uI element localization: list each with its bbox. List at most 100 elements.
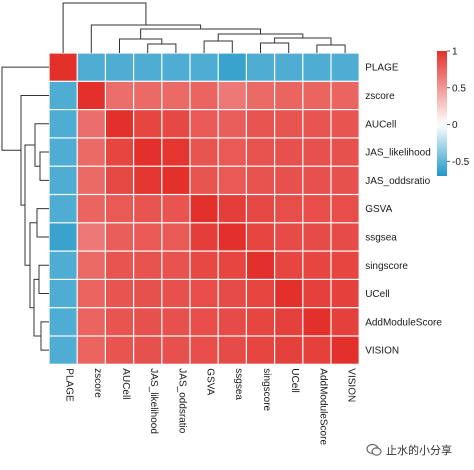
heatmap-cell (77, 251, 105, 279)
heatmap-cell (275, 251, 303, 279)
row-label: GSVA (365, 204, 392, 215)
heatmap-cell (49, 138, 77, 166)
heatmap-cell (275, 280, 303, 308)
heatmap-cell (275, 308, 303, 336)
heatmap-cell (77, 195, 105, 223)
heatmap-cells (49, 53, 359, 364)
heatmap-cell (218, 223, 246, 251)
heatmap-cell (106, 110, 133, 138)
heatmap-cell (190, 166, 218, 194)
column-label: ssgsea (233, 368, 244, 400)
heatmap-cell (303, 166, 331, 194)
heatmap-cell (77, 81, 105, 109)
heatmap-cell (331, 223, 359, 251)
heatmap-cell (331, 81, 359, 109)
heatmap-cell (134, 336, 162, 364)
heatmap-cell (190, 251, 218, 279)
column-label: AUCell (120, 368, 131, 399)
heatmap-cell (49, 53, 77, 81)
heatmap-cell (106, 81, 133, 109)
heatmap-cell (331, 110, 359, 138)
row-label: VISION (365, 346, 399, 357)
heatmap-cell (275, 138, 303, 166)
column-label: JAS_likelihood (148, 368, 159, 434)
heatmap-cell (134, 280, 162, 308)
heatmap-cell (275, 53, 303, 81)
heatmap-cell (134, 251, 162, 279)
heatmap-cell (106, 251, 133, 279)
heatmap-cell (247, 81, 274, 109)
row-label: JAS_likelihood (365, 148, 431, 159)
heatmap-cell (190, 110, 218, 138)
heatmap-cell (331, 251, 359, 279)
colorbar (437, 51, 447, 176)
heatmap-cell (303, 195, 331, 223)
heatmap-cell (190, 280, 218, 308)
column-label: JAS_oddsratio (176, 368, 187, 433)
row-label: zscore (365, 91, 395, 102)
column-label: zscore (92, 368, 103, 398)
heatmap-cell (106, 223, 133, 251)
heatmap-cell (106, 280, 133, 308)
heatmap-cell (190, 81, 218, 109)
heatmap-cell (49, 251, 77, 279)
heatmap-cell (49, 223, 77, 251)
heatmap-cell (162, 251, 190, 279)
heatmap-cell (77, 166, 105, 194)
heatmap-cell (106, 138, 133, 166)
dendrogram-branch (40, 321, 49, 351)
heatmap-cell (247, 223, 274, 251)
heatmap-cell (106, 308, 133, 336)
heatmap-cell (134, 138, 162, 166)
dendrogram-branch (39, 151, 49, 181)
heatmap-cell (162, 110, 190, 138)
heatmap-cell (303, 223, 331, 251)
heatmap-cell (77, 138, 105, 166)
heatmap-cell (134, 223, 162, 251)
heatmap-cell (134, 308, 162, 336)
heatmap-cell (190, 138, 218, 166)
heatmap-cell (303, 251, 331, 279)
heatmap-cell (77, 336, 105, 364)
row-label: ssgsea (365, 232, 397, 243)
heatmap-cell (218, 308, 246, 336)
colorbar-tick-label: 1 (452, 47, 458, 58)
watermark: 止水的小分享 (366, 441, 452, 459)
heatmap-cell (162, 195, 190, 223)
heatmap-cell (247, 166, 274, 194)
dendrogram-branch (38, 264, 49, 295)
heatmap-cell (331, 336, 359, 364)
heatmap-cell (190, 195, 218, 223)
dendrogram-branch (119, 38, 163, 53)
heatmap-cell (162, 223, 190, 251)
dendrogram-branch (33, 278, 41, 337)
heatmap-cell (218, 138, 246, 166)
color-legend: 1 0.5 0 -0.5 (437, 47, 470, 176)
heatmap-cell (190, 308, 218, 336)
row-dendrogram (1, 66, 49, 351)
heatmap-cell (218, 336, 246, 364)
heatmap-cell (303, 138, 331, 166)
heatmap-cell (247, 195, 274, 223)
heatmap-cell (303, 81, 331, 109)
heatmap-cell (162, 308, 190, 336)
heatmap-cell (162, 280, 190, 308)
heatmap-cell (331, 195, 359, 223)
heatmap-cell (49, 110, 77, 138)
heatmap-cell (49, 336, 77, 364)
heatmap-cell (162, 166, 190, 194)
heatmap-cell (134, 81, 162, 109)
heatmap-cell (247, 308, 274, 336)
heatmap-cell (77, 280, 105, 308)
heatmap-cell (303, 336, 331, 364)
column-label: GSVA (205, 368, 216, 395)
heatmap-cell (162, 53, 190, 81)
heatmap-cell (218, 81, 246, 109)
dendrogram-branch (274, 37, 332, 45)
heatmap-cell (275, 166, 303, 194)
heatmap-cell (77, 110, 105, 138)
heatmap-cell (218, 53, 246, 81)
wechat-icon (366, 443, 382, 456)
heatmap-cell (218, 166, 246, 194)
heatmap-cell (275, 81, 303, 109)
